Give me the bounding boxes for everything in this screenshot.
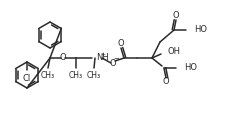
Text: O: O bbox=[110, 59, 116, 68]
Text: CH₃: CH₃ bbox=[87, 71, 101, 80]
Text: NH: NH bbox=[96, 53, 109, 63]
Text: O: O bbox=[163, 78, 169, 86]
Text: CH₃: CH₃ bbox=[69, 71, 83, 80]
Text: OH: OH bbox=[167, 47, 180, 55]
Text: −: − bbox=[113, 56, 119, 62]
Text: +: + bbox=[100, 53, 106, 57]
Text: Cl: Cl bbox=[23, 74, 31, 83]
Text: CH₃: CH₃ bbox=[41, 71, 55, 80]
Text: O: O bbox=[118, 40, 124, 49]
Text: O: O bbox=[60, 53, 66, 63]
Text: HO: HO bbox=[194, 26, 207, 34]
Text: HO: HO bbox=[184, 63, 197, 72]
Text: O: O bbox=[173, 11, 179, 20]
